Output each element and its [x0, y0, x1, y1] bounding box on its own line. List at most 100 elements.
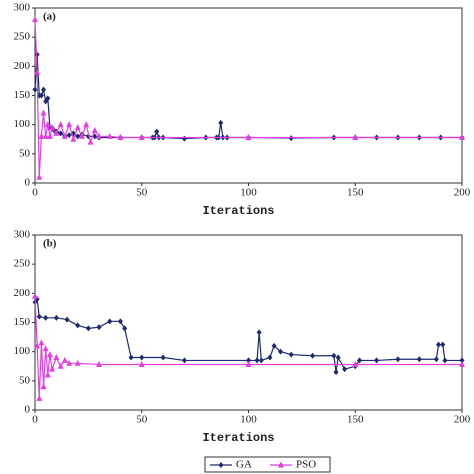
- point-marker: [74, 359, 81, 366]
- y-tick-label: 200: [14, 287, 31, 299]
- point-marker: [36, 394, 43, 401]
- legend-label: PSO: [296, 459, 316, 471]
- panel-label: (b): [43, 238, 57, 250]
- point-marker: [41, 86, 47, 93]
- point-marker: [254, 357, 260, 364]
- legend-box: [204, 456, 331, 473]
- y-tick-label: 150: [14, 316, 31, 328]
- point-marker: [43, 314, 49, 321]
- point-marker: [75, 322, 81, 329]
- point-marker: [40, 109, 47, 116]
- point-marker: [107, 318, 113, 325]
- point-marker: [96, 361, 103, 367]
- point-marker: [154, 128, 160, 135]
- point-marker: [459, 361, 465, 367]
- point-marker: [38, 132, 45, 139]
- x-axis-label: Iterations: [202, 431, 274, 445]
- point-marker: [42, 345, 49, 352]
- point-marker: [53, 354, 60, 360]
- y-tick-label: 300: [14, 2, 31, 14]
- x-tick-label: 0: [32, 414, 38, 426]
- point-marker: [357, 357, 363, 364]
- point-marker: [310, 352, 316, 359]
- plot-frame: [34, 7, 463, 184]
- point-marker: [49, 124, 56, 131]
- point-marker: [70, 135, 77, 142]
- point-marker: [53, 314, 59, 321]
- point-marker: [246, 357, 251, 364]
- x-tick-label: 50: [136, 414, 148, 426]
- point-marker: [138, 361, 145, 367]
- y-tick-label: 200: [14, 60, 31, 72]
- point-marker: [40, 383, 47, 390]
- point-marker: [440, 341, 446, 348]
- point-marker: [44, 371, 51, 378]
- panel-label: (a): [43, 11, 56, 23]
- point-marker: [58, 130, 64, 137]
- point-marker: [374, 357, 380, 364]
- point-marker: [459, 134, 465, 140]
- point-marker: [256, 329, 262, 336]
- x-tick-label: 200: [454, 187, 471, 199]
- point-marker: [433, 356, 439, 363]
- point-marker: [258, 357, 264, 364]
- point-marker: [38, 92, 44, 99]
- point-marker: [45, 95, 51, 102]
- point-marker: [66, 121, 73, 128]
- x-tick-label: 200: [454, 414, 471, 426]
- x-tick-label: 150: [347, 187, 364, 199]
- point-marker: [75, 133, 81, 140]
- point-marker: [335, 354, 341, 361]
- point-marker: [218, 119, 224, 126]
- point-marker: [32, 16, 38, 23]
- point-marker: [46, 351, 53, 358]
- y-tick-label: 250: [14, 258, 31, 270]
- x-tick-label: 100: [240, 187, 257, 199]
- point-marker: [49, 365, 56, 372]
- point-marker: [139, 354, 145, 361]
- point-marker: [331, 352, 337, 359]
- point-marker: [128, 354, 134, 361]
- point-marker: [61, 132, 68, 139]
- point-marker: [44, 121, 51, 128]
- series-line: [34, 296, 462, 399]
- point-marker: [36, 173, 43, 180]
- point-marker: [278, 461, 284, 468]
- point-marker: [181, 357, 187, 364]
- y-tick-label: 150: [14, 89, 31, 101]
- point-marker: [66, 359, 73, 366]
- y-tick-label: 50: [19, 147, 31, 159]
- point-marker: [122, 325, 128, 332]
- point-marker: [64, 316, 70, 323]
- x-tick-label: 100: [240, 414, 257, 426]
- point-marker: [83, 121, 90, 128]
- series-line: [34, 54, 462, 140]
- point-marker: [74, 124, 81, 131]
- point-marker: [416, 356, 422, 363]
- point-marker: [96, 132, 103, 139]
- point-marker: [459, 357, 465, 364]
- y-tick-label: 50: [19, 374, 31, 386]
- y-tick-label: 0: [25, 404, 31, 416]
- point-marker: [245, 361, 252, 367]
- point-marker: [42, 132, 49, 139]
- x-tick-label: 150: [347, 414, 364, 426]
- point-marker: [117, 318, 123, 325]
- x-axis-label: Iterations: [202, 204, 274, 218]
- point-marker: [160, 354, 166, 361]
- point-marker: [288, 351, 294, 358]
- point-marker: [342, 366, 348, 373]
- point-marker: [245, 134, 252, 140]
- legend-label: GA: [236, 459, 252, 471]
- point-marker: [38, 339, 45, 346]
- point-marker: [395, 356, 401, 363]
- point-marker: [36, 313, 42, 320]
- point-marker: [267, 354, 273, 361]
- point-marker: [218, 462, 224, 468]
- point-marker: [53, 129, 60, 136]
- point-marker: [181, 135, 187, 142]
- point-marker: [46, 132, 53, 139]
- point-marker: [34, 342, 41, 349]
- point-marker: [106, 132, 113, 139]
- y-tick-label: 300: [14, 229, 31, 241]
